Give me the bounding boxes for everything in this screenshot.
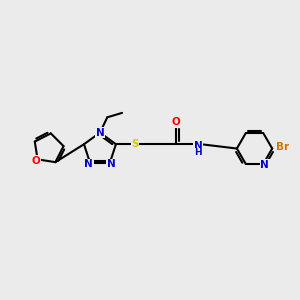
Text: N: N	[194, 141, 203, 151]
Text: O: O	[32, 156, 40, 166]
Text: N: N	[260, 160, 269, 170]
Text: H: H	[194, 148, 202, 157]
Text: N: N	[107, 160, 116, 170]
Text: O: O	[172, 117, 181, 128]
Text: S: S	[131, 139, 139, 149]
Text: N: N	[96, 128, 104, 138]
Text: Br: Br	[276, 142, 289, 152]
Text: N: N	[84, 160, 93, 170]
